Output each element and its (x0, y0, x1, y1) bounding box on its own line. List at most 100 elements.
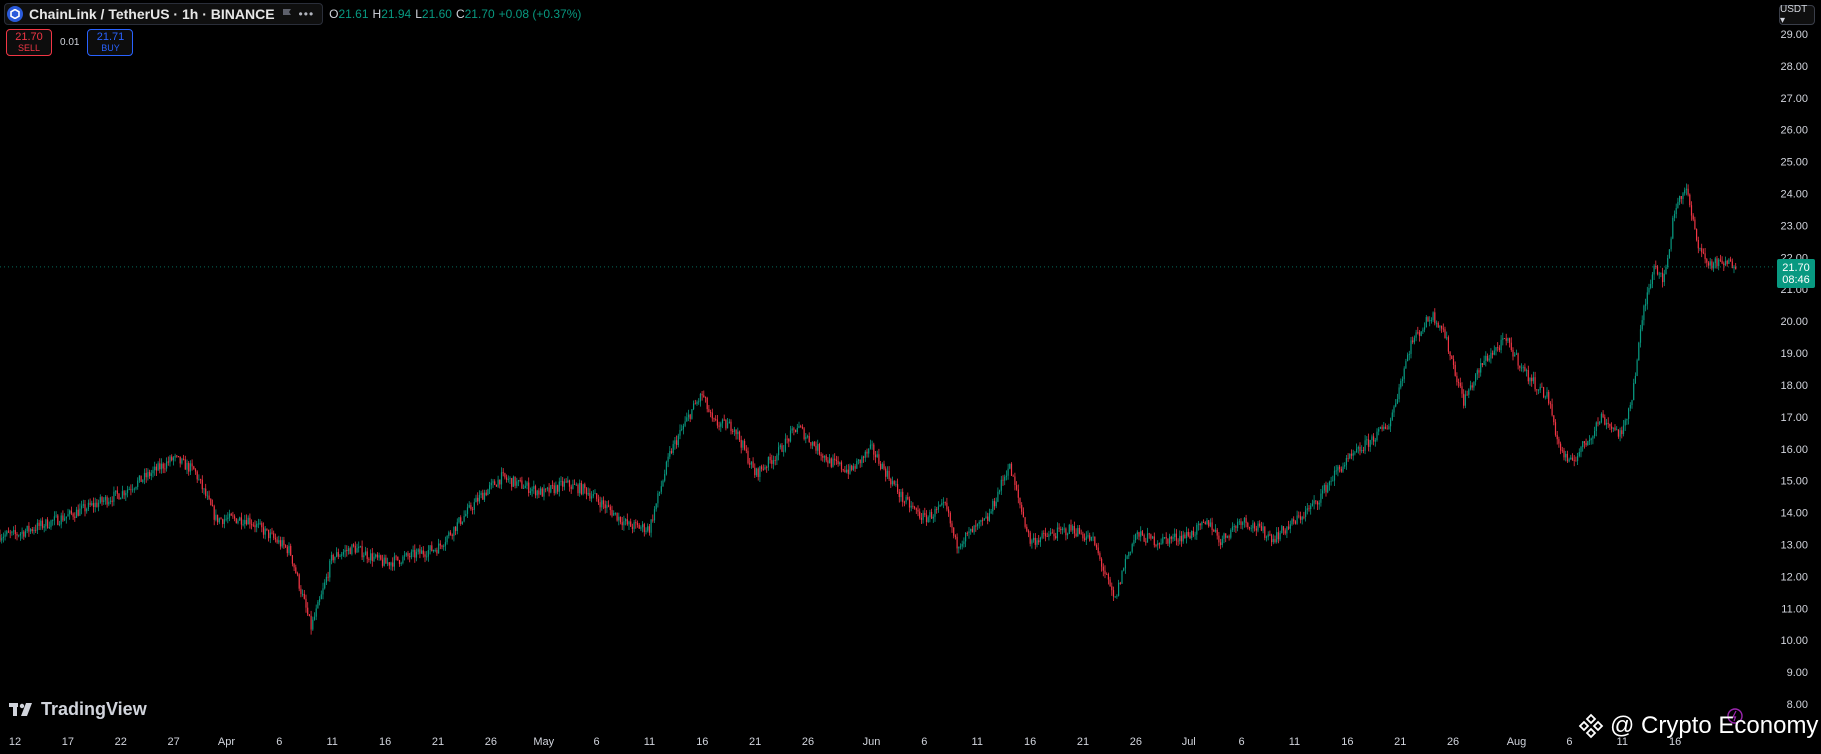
candle-body (1544, 396, 1546, 398)
candle-body (846, 469, 848, 473)
candle-body (601, 500, 603, 508)
candle-body (1405, 361, 1407, 369)
candle-body (351, 544, 353, 555)
candle-body (783, 450, 785, 452)
candle-body (135, 486, 137, 489)
candle-body (482, 492, 484, 500)
candle-body (1592, 436, 1594, 439)
candle-body (2, 536, 4, 539)
candle-body (786, 438, 788, 440)
y-tick-label: 28.00 (1780, 61, 1808, 73)
candle-body (60, 515, 62, 525)
candle-body (1619, 430, 1621, 437)
candle-body (1223, 533, 1225, 539)
candle-body (925, 514, 928, 523)
candle-body (761, 466, 763, 469)
more-dots-icon[interactable]: ••• (298, 7, 315, 21)
candle-body (1101, 558, 1103, 567)
candle-body (1169, 536, 1171, 544)
candle-body (1301, 516, 1303, 520)
candle-body (329, 560, 331, 578)
currency-selector[interactable]: USDT ▾ (1779, 4, 1815, 26)
candle-body (1449, 351, 1451, 356)
candle-body (927, 517, 929, 523)
candle-body (599, 502, 601, 508)
candle-body (441, 545, 443, 547)
candle-body (1027, 530, 1030, 533)
candle-body (81, 505, 83, 509)
candle-body (91, 503, 93, 506)
candle-body (149, 472, 151, 476)
candle-body (682, 425, 684, 430)
candle-body (1451, 355, 1453, 359)
candle-body (975, 525, 977, 527)
candle-body (567, 480, 569, 482)
y-tick-label: 15.00 (1780, 476, 1808, 488)
candle-body (1497, 347, 1499, 348)
candle-body (1607, 422, 1609, 424)
sell-button[interactable]: 21.70 SELL (6, 29, 52, 56)
candle-body (1089, 535, 1091, 541)
candle-body (11, 531, 13, 533)
candle-body (9, 532, 11, 534)
candle-body (1439, 325, 1441, 328)
candle-body (555, 485, 557, 493)
candle-body (721, 419, 724, 424)
candle-body (993, 500, 996, 507)
candle-body (1294, 521, 1296, 524)
symbol-selector[interactable]: ChainLink / TetherUS · 1h · BINANCE ••• (4, 3, 324, 25)
candle-body (1051, 532, 1053, 534)
candle-body (1235, 526, 1237, 529)
candle-body (1184, 534, 1186, 539)
candle-body (1216, 529, 1218, 536)
power-icon[interactable] (1727, 708, 1743, 724)
candle-body (320, 594, 322, 600)
candle-body (332, 554, 334, 561)
candle-body (1570, 457, 1572, 460)
candle-body (769, 456, 771, 461)
candle-body (1322, 490, 1324, 494)
buy-button[interactable]: 21.71 BUY (87, 29, 134, 56)
candle-body (201, 479, 203, 490)
x-tick-label: 11 (644, 736, 655, 748)
candle-body (1537, 389, 1540, 391)
candle-body (633, 522, 635, 529)
flag-icon[interactable] (281, 8, 293, 20)
candle-body (1378, 428, 1380, 432)
candle-body (1327, 485, 1329, 493)
y-tick-label: 14.00 (1780, 508, 1808, 520)
candle-body (327, 576, 329, 578)
candle-body (254, 525, 256, 528)
candle-body (198, 479, 200, 480)
candle-body (817, 444, 819, 451)
candle-body (548, 487, 550, 493)
candle-body (398, 560, 401, 564)
candle-body (864, 451, 866, 458)
candle-body (1597, 422, 1599, 424)
candle-body (96, 502, 98, 507)
y-tick-label: 29.00 (1780, 29, 1808, 41)
candle-body (64, 518, 66, 521)
candle-body (1696, 228, 1698, 240)
tradingview-logo[interactable]: TradingView (9, 699, 147, 720)
candle-body (1714, 258, 1716, 264)
x-tick-label: 16 (1024, 736, 1036, 748)
y-tick-label: 10.00 (1780, 635, 1808, 647)
candle-body (451, 534, 453, 536)
candle-body (1621, 430, 1623, 435)
candle-body (1104, 570, 1106, 575)
candle-body (655, 503, 657, 510)
candle-body (747, 450, 749, 464)
candle-body (844, 470, 846, 473)
candles-group (0, 183, 1737, 635)
candle-body (1257, 523, 1259, 531)
candle-body (1201, 522, 1203, 526)
candle-body (818, 444, 820, 455)
candle-body (1366, 439, 1368, 441)
candle-body (745, 449, 747, 451)
candle-body (934, 509, 936, 517)
candle-body (47, 519, 49, 528)
candle-body (106, 497, 108, 505)
candle-body (1391, 412, 1393, 420)
